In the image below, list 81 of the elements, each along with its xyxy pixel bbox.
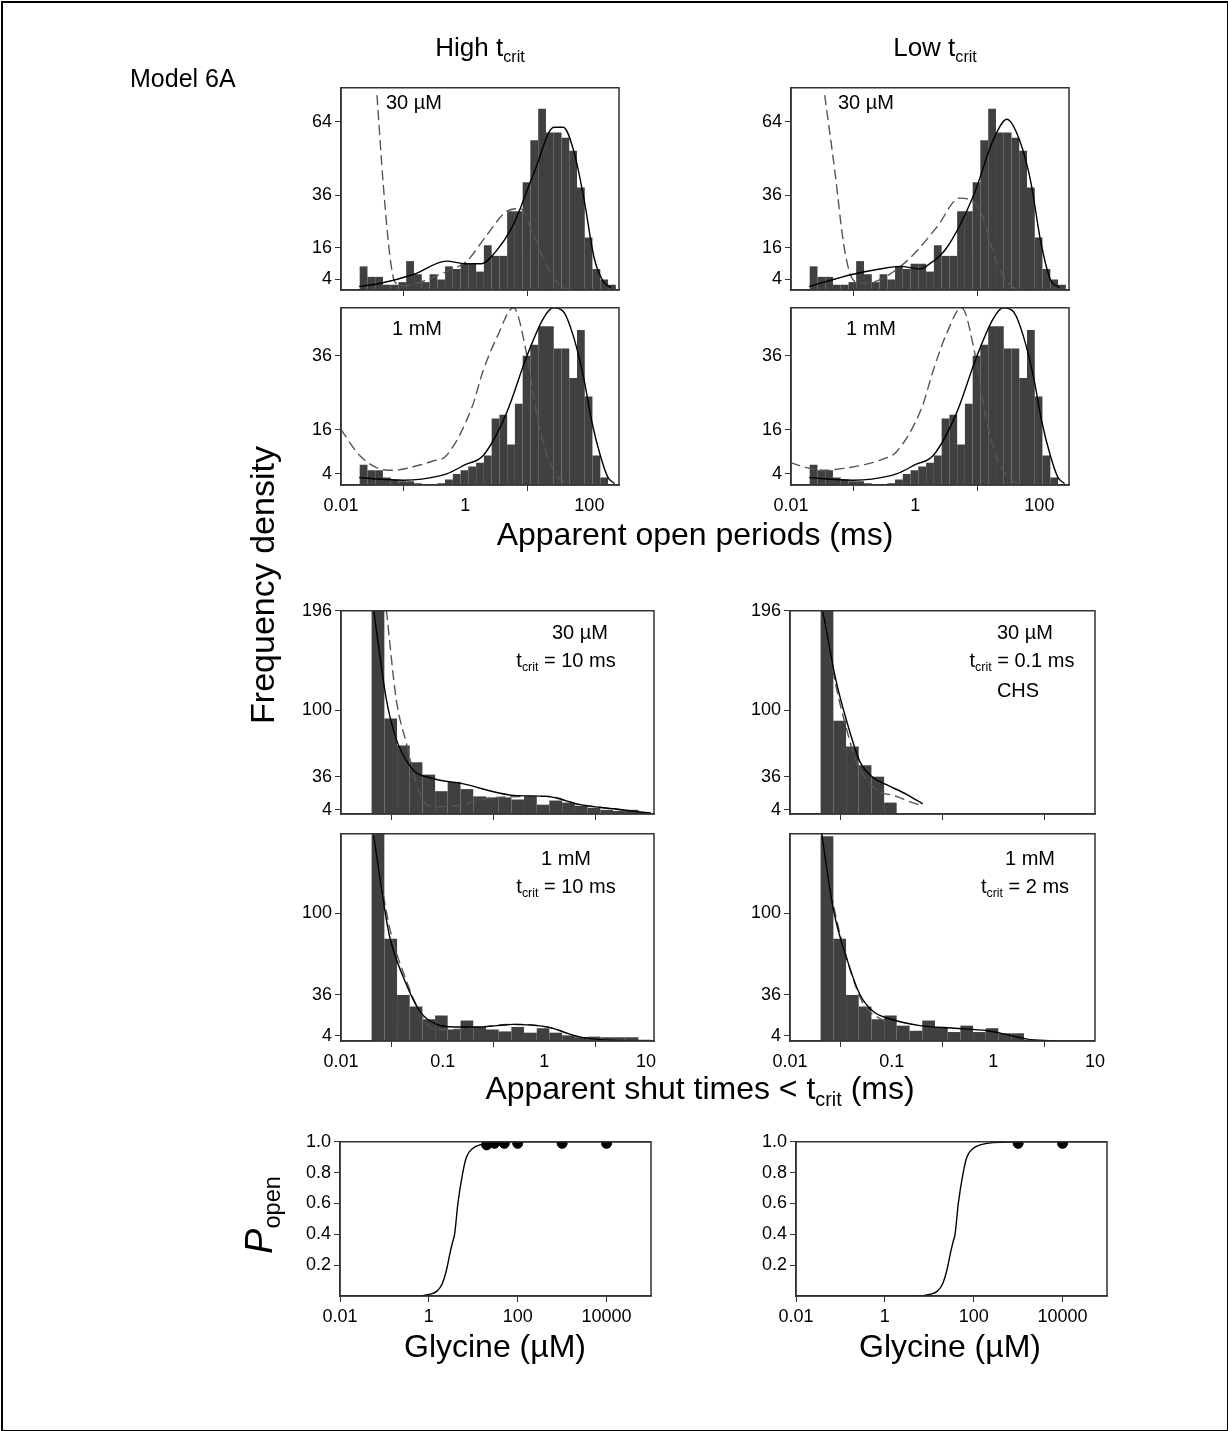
y-tick-label: 16 — [761, 418, 782, 439]
annotation: 30 µM — [552, 621, 608, 643]
y-tick-label: 0.6 — [761, 1192, 787, 1213]
x-tick-label: 100 — [502, 1305, 533, 1326]
y-tick-label: 36 — [311, 344, 332, 365]
y-tick-label: 100 — [301, 699, 332, 720]
y-tick-label: 36 — [760, 765, 781, 786]
x-tick-label: 100 — [958, 1305, 989, 1326]
annotation: 1 mM — [541, 847, 591, 869]
x-tick-label: 10 — [1084, 1050, 1105, 1071]
y-tick-label: 1.0 — [761, 1130, 787, 1151]
y-tick-label: 36 — [311, 184, 332, 205]
x-tick-label: 100 — [574, 494, 605, 515]
x-tick-label: 1 — [879, 1305, 890, 1326]
x-tick-label: 0.01 — [778, 1305, 814, 1326]
y-tick-label: 4 — [770, 1024, 781, 1045]
y-tick-label: 0.2 — [761, 1254, 787, 1275]
y-tick-label: 36 — [311, 765, 332, 786]
x-tick-label: 1 — [460, 494, 471, 515]
x-tick-label: 0.01 — [772, 1050, 808, 1071]
chart-title: High t$_{crit}$ — [435, 32, 525, 65]
x-tick-label: 0.01 — [323, 494, 359, 515]
y-tick-label: 16 — [761, 236, 782, 257]
y-tick-label: 16 — [311, 418, 332, 439]
y-tick-label: 4 — [321, 798, 332, 819]
annotation: 1 mM — [392, 317, 442, 339]
x-axis-title: Glycine (µM) — [859, 1328, 1041, 1364]
x-tick-label: 1 — [988, 1050, 999, 1071]
annotation: t$_{crit}$ = 10 ms — [516, 875, 616, 901]
y-tick-label: 100 — [301, 902, 332, 923]
x-tick-label: 0.1 — [430, 1050, 456, 1071]
y-tick-label: 0.2 — [305, 1254, 331, 1275]
y-tick-label: 4 — [321, 1024, 332, 1045]
annotation: t$_{crit}$ = 2 ms — [980, 875, 1070, 901]
x-tick-label: 10000 — [581, 1305, 632, 1326]
x-axis-title: Glycine (µM) — [404, 1328, 586, 1364]
y-tick-label: 0.4 — [305, 1223, 331, 1244]
y-tick-label: 0.8 — [761, 1161, 787, 1182]
x-tick-label: 1 — [423, 1305, 434, 1326]
x-tick-label: 10000 — [1037, 1305, 1088, 1326]
y-tick-label: 64 — [761, 110, 782, 131]
annotation: 1 mM — [846, 317, 896, 339]
x-tick-label: 0.01 — [323, 1050, 359, 1071]
x-axis-title: Apparent open periods (ms) — [496, 516, 894, 552]
y-tick-label: 0.4 — [761, 1223, 787, 1244]
y-tick-label: 36 — [761, 184, 782, 205]
annotation: t$_{crit}$ = 10 ms — [516, 649, 616, 675]
y-tick-label: 4 — [771, 462, 782, 483]
annotation: 30 µM — [386, 91, 442, 113]
y-tick-label: 4 — [771, 268, 782, 289]
y-tick-label: 0.6 — [305, 1192, 331, 1213]
annotation: t$_{crit}$ = 0.1 ms — [969, 649, 1075, 675]
y-tick-label: 100 — [750, 699, 781, 720]
x-tick-label: 1 — [910, 494, 921, 515]
y-tick-label: 4 — [770, 798, 781, 819]
x-tick-label: 0.01 — [322, 1305, 358, 1326]
annotation: 1 mM — [1005, 847, 1055, 869]
text: Model 6A — [130, 64, 236, 92]
y-tick-label: 36 — [760, 983, 781, 1004]
y-tick-label: 100 — [750, 902, 781, 923]
chart-title: Low t$_{crit}$ — [893, 32, 977, 65]
annotation: 30 µM — [838, 91, 894, 113]
y-axis-title: Frequency density — [243, 446, 281, 724]
x-axis-title: Apparent shut times < t$_{crit}$ (ms) — [485, 1070, 915, 1110]
x-tick-label: 100 — [1024, 494, 1055, 515]
y-tick-label: 36 — [311, 983, 332, 1004]
y-tick-label: 4 — [321, 462, 332, 483]
y-tick-label: 64 — [311, 110, 332, 131]
x-tick-label: 0.1 — [879, 1050, 905, 1071]
y-tick-label: 4 — [321, 268, 332, 289]
x-tick-label: 10 — [635, 1050, 656, 1071]
x-tick-label: 0.01 — [773, 494, 809, 515]
x-tick-label: 1 — [539, 1050, 550, 1071]
y-tick-label: 0.8 — [305, 1161, 331, 1182]
y-tick-label: 196 — [301, 599, 332, 620]
annotation: CHS — [996, 679, 1040, 701]
annotation: 30 µM — [997, 621, 1053, 643]
y-tick-label: 1.0 — [305, 1130, 331, 1151]
y-tick-label: 196 — [750, 599, 781, 620]
y-tick-label: 36 — [761, 344, 782, 365]
y-tick-label: 16 — [311, 236, 332, 257]
